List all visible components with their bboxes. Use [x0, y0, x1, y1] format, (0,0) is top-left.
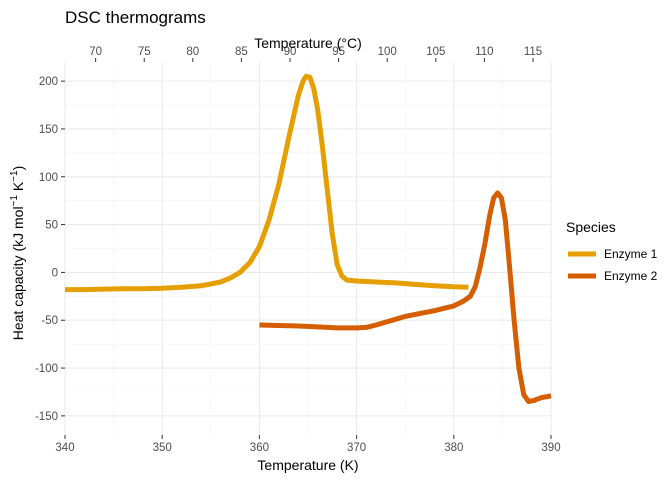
legend-label-enzyme-1: Enzyme 1 — [604, 247, 658, 261]
y-tick-label: -150 — [35, 411, 58, 423]
y-tick-label: -50 — [41, 315, 58, 327]
series-lines — [65, 73, 552, 404]
y-axis-title-sup2: −1 — [9, 170, 20, 182]
x2-tick-label: 70 — [89, 46, 102, 58]
x2-tick-label: 85 — [235, 46, 248, 58]
axis-ticks: 340 350 360 370 380 390 70 75 80 85 90 95 100 105 110 1… — [35, 46, 561, 454]
y-axis-title-sup1: −1 — [9, 195, 20, 207]
y-tick-label: -100 — [35, 363, 58, 375]
x2-tick-label: 90 — [284, 46, 297, 58]
y-tick-label: 200 — [39, 76, 58, 88]
legend-label-enzyme-2: Enzyme 2 — [604, 269, 658, 283]
legend: Species Enzyme 1 Enzyme 2 — [566, 219, 658, 283]
x-tick-label: 370 — [347, 442, 366, 454]
top-axis-title: Temperature (°C) — [254, 35, 362, 51]
x-tick-label: 360 — [250, 442, 269, 454]
x-tick-label: 350 — [153, 442, 172, 454]
x-tick-label: 340 — [55, 442, 74, 454]
chart-title: DSC thermograms — [65, 8, 206, 27]
series-line-enzyme-1 — [65, 73, 469, 293]
y-axis-title-mid: K — [10, 181, 26, 195]
legend-title: Species — [566, 219, 616, 235]
y-tick-label: 100 — [39, 172, 58, 184]
grid-lines — [64, 62, 552, 435]
x-tick-label: 390 — [541, 442, 560, 454]
x2-tick-label: 75 — [138, 46, 151, 58]
x2-tick-label: 100 — [378, 46, 397, 58]
y-axis-title-pre: Heat capacity (kJ mol — [10, 206, 26, 340]
x2-tick-label: 115 — [524, 46, 542, 58]
x2-tick-label: 110 — [475, 46, 493, 58]
y-tick-label: 0 — [52, 267, 58, 279]
x2-tick-label: 105 — [426, 46, 445, 58]
x2-tick-label: 95 — [332, 46, 345, 58]
y-axis-title: Heat capacity (kJ mol−1 K−1) — [9, 166, 26, 341]
y-tick-label: 150 — [39, 124, 58, 136]
x-tick-label: 380 — [444, 442, 463, 454]
bottom-axis-title: Temperature (K) — [257, 457, 358, 473]
y-tick-label: 50 — [45, 220, 58, 232]
y-axis-title-post: ) — [10, 166, 26, 171]
series-line-enzyme-2 — [259, 190, 552, 404]
x2-tick-label: 80 — [186, 46, 199, 58]
